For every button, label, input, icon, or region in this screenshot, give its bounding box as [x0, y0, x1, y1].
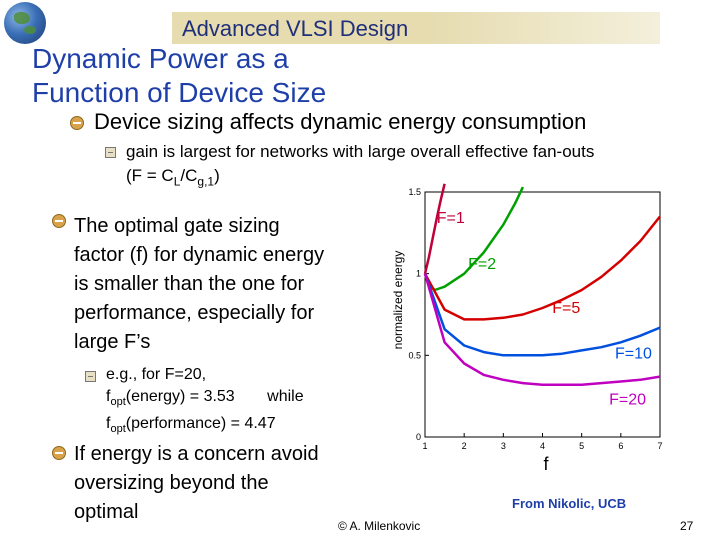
x-tick-label: 1 — [422, 441, 427, 451]
bullet-1-sub-icon — [105, 147, 116, 158]
globe-land-shape-2 — [24, 26, 36, 34]
chart-series-group — [423, 183, 661, 386]
fopt-perf-value: (performance) = 4.47 — [125, 415, 276, 433]
slide-title-line-2: Function of Device Size — [32, 77, 327, 108]
chart-annotation-f10: F=10 — [615, 346, 652, 363]
x-tick-label: 7 — [657, 441, 662, 451]
fanout-mid: /C — [180, 166, 198, 185]
bullet-2-line-4: performance, especially for — [74, 302, 315, 324]
bullet-3-line-3: optimal — [74, 501, 139, 523]
bullet-2-icon — [52, 214, 66, 228]
x-tick-label: 6 — [618, 441, 623, 451]
bullet-2-sub-line-3: fopt(performance) = 4.47 — [106, 413, 376, 440]
bullet-2-sub-line-1: e.g., for F=20, — [106, 366, 207, 383]
bullet-2-text: The optimal gate sizing factor (f) for d… — [74, 212, 374, 357]
bullet-3-text: If energy is a concern avoid oversizing … — [74, 440, 374, 527]
fopt-energy-sub: opt — [110, 396, 126, 409]
author-footer: © A. Milenkovic — [338, 519, 421, 533]
x-tick-label: 4 — [540, 441, 545, 451]
x-tick-label: 3 — [501, 441, 506, 451]
page-number: 27 — [680, 519, 694, 533]
bullet-2-line-2: factor (f) for dynamic energy — [74, 244, 325, 266]
chart-annotation-group: F=1 F=2 F=5 F=10 F=20 — [437, 210, 652, 408]
fopt-energy-value: (energy) = 3.53 — [125, 388, 235, 405]
fanout-suffix: ) — [214, 166, 220, 185]
source-credit: From Nikolic, UCB — [512, 496, 627, 511]
bullet-1-icon — [70, 116, 84, 130]
bullet-3-icon — [52, 446, 66, 460]
bullet-2-line-5: large F’s — [74, 331, 151, 353]
y-tick-label: 1 — [416, 269, 421, 279]
series-line-f10 — [423, 273, 661, 357]
bullet-1-sub-line-2: (F = CL/Cg,1) — [126, 166, 220, 188]
slide-title: Dynamic Power as a Function of Device Si… — [32, 42, 326, 110]
bullet-1-text: Device sizing affects dynamic energy con… — [94, 109, 587, 134]
series-line-f5 — [423, 215, 661, 321]
series-line-f20 — [423, 273, 661, 386]
chart-annotation-f5: F=5 — [552, 300, 580, 317]
chart-annotation-f2: F=2 — [468, 256, 496, 273]
x-tick-label: 2 — [462, 441, 467, 451]
fanout-sub-g1: g,1 — [197, 174, 215, 189]
slide-title-line-1: Dynamic Power as a — [32, 43, 289, 74]
bullet-2-line-3: is smaller than the one for — [74, 273, 305, 295]
chart-annotation-f1: F=1 — [437, 210, 465, 227]
y-tick-label: 1.5 — [408, 187, 421, 197]
fopt-perf-f: f — [106, 415, 111, 433]
y-tick-label: 0.5 — [408, 350, 421, 360]
x-tick-label: 5 — [579, 441, 584, 451]
bullet-1-sub-line-1: gain is largest for networks with large … — [126, 142, 595, 161]
fanout-sub-l: L — [173, 174, 181, 189]
globe-land-shape — [14, 12, 30, 24]
bullet-3-line-1: If energy is a concern avoid — [74, 443, 319, 465]
chart-x-axis-label: f — [543, 454, 549, 474]
chart-y-axis-label: normalized energy — [391, 251, 405, 350]
fanout-prefix: (F = C — [126, 166, 174, 185]
bullet-3-line-2: oversizing beyond the — [74, 472, 269, 494]
energy-chart: 1 2 3 4 5 6 7 0 0.5 1 1.5 F=1 F=2 F=5 F=10 F=20 normal… — [391, 183, 663, 474]
header-banner-fade — [430, 12, 660, 44]
bullet-2-sub-icon — [85, 371, 96, 382]
while-word: while — [267, 388, 304, 405]
course-title: Advanced VLSI Design — [182, 16, 409, 41]
bullet-2-sub-text: e.g., for F=20, fopt(energy) = 3.53 whil… — [106, 364, 376, 440]
series-line-f1 — [423, 183, 446, 274]
fopt-perf-sub: opt — [110, 423, 126, 436]
y-tick-label: 0 — [416, 432, 421, 442]
chart-tick-labels: 1 2 3 4 5 6 7 0 0.5 1 1.5 — [408, 187, 662, 451]
bullet-2-sub-line-2: fopt(energy) = 3.53 while — [106, 386, 376, 413]
bullet-2-line-1: The optimal gate sizing — [74, 215, 280, 237]
chart-annotation-f20: F=20 — [609, 391, 646, 408]
fopt-energy-f: f — [106, 388, 111, 405]
